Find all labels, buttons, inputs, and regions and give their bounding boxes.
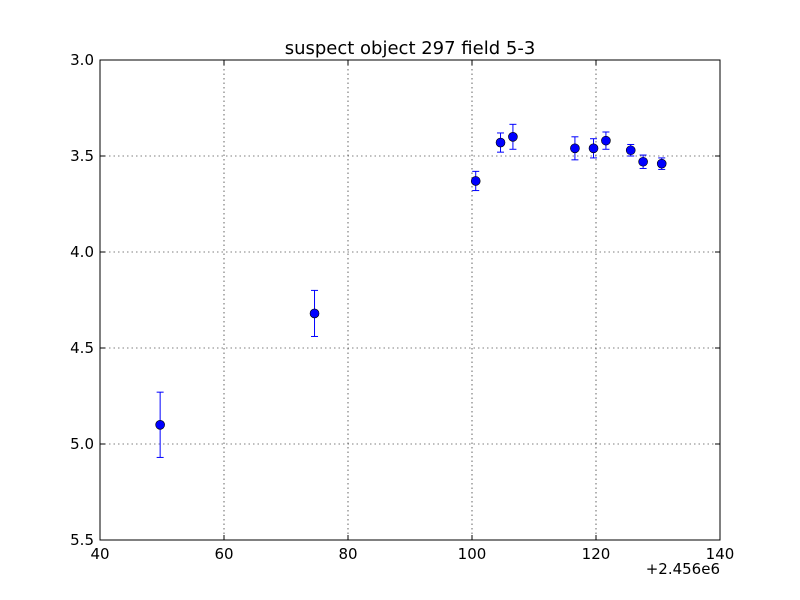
data-point-group — [470, 170, 481, 192]
data-point-group — [638, 154, 648, 169]
x-tick-label: 120 — [582, 545, 611, 563]
y-tick-label: 4.0 — [70, 243, 94, 261]
x-tick-label: 100 — [458, 545, 487, 563]
data-point-group — [601, 131, 611, 150]
data-point — [588, 143, 599, 154]
data-point — [309, 308, 320, 319]
data-point — [155, 419, 165, 430]
data-point-group — [155, 391, 165, 458]
y-tick-labels: 3.0 3.5 4.0 4.5 5.0 5.5 — [70, 51, 94, 549]
data-point — [638, 156, 648, 167]
x-tick-label: 60 — [214, 545, 233, 563]
axis-ticks — [99, 59, 721, 541]
data-point — [570, 143, 580, 154]
grid-lines — [100, 60, 720, 540]
data-point — [625, 145, 636, 156]
x-tick-label: 80 — [338, 545, 357, 563]
y-tick-label: 5.5 — [70, 531, 94, 549]
chart-title: suspect object 297 field 5-3 — [285, 38, 536, 59]
data-point-group — [309, 289, 320, 337]
data-point — [601, 135, 611, 146]
data-point-group — [588, 138, 599, 159]
data-point-group — [508, 123, 518, 150]
plot-frame — [99, 59, 721, 541]
x-tick-label: 40 — [90, 545, 109, 563]
data-point — [508, 132, 518, 142]
y-tick-label: 5.0 — [70, 435, 94, 453]
x-tick-label: 140 — [706, 545, 735, 563]
data-points — [155, 123, 667, 458]
data-point — [656, 158, 667, 169]
x-tick-labels: 40 60 80 100 120 140 — [90, 545, 734, 563]
data-point — [470, 176, 481, 186]
data-point — [495, 137, 506, 148]
data-point-group — [495, 132, 506, 153]
data-point-group — [625, 143, 636, 157]
data-point-group — [570, 136, 580, 161]
data-point-group — [656, 157, 667, 170]
y-tick-label: 4.5 — [70, 339, 94, 357]
y-tick-label: 3.5 — [70, 147, 94, 165]
y-tick-label: 3.0 — [70, 51, 94, 69]
x-axis-offset-label: +2.456e6 — [646, 560, 720, 578]
